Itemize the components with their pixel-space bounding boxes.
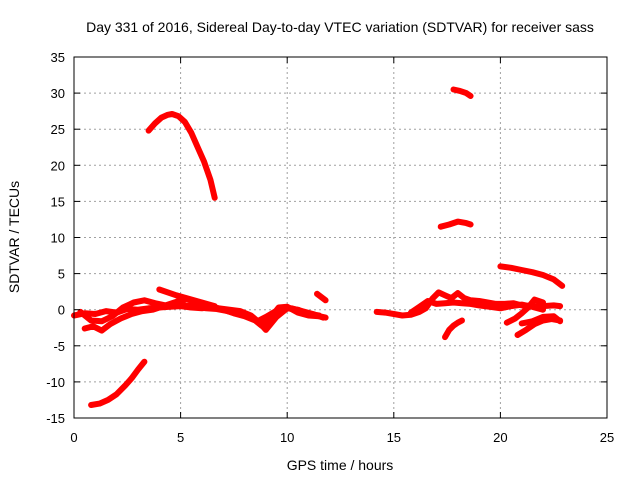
x-tick-label: 0	[70, 430, 77, 445]
x-tick-label: 15	[387, 430, 401, 445]
x-axis-label: GPS time / hours	[287, 457, 394, 473]
y-tick-label: 20	[51, 158, 65, 173]
grid	[74, 57, 607, 418]
y-tick-label: 15	[51, 194, 65, 209]
series-arc-15	[437, 218, 474, 230]
y-tick-label: -10	[46, 375, 65, 390]
x-tick-label: 10	[280, 430, 294, 445]
y-axis-label: SDTVAR / TECUs	[6, 181, 22, 293]
y-tick-label: 10	[51, 231, 65, 246]
series-arc-3	[81, 301, 327, 334]
series-arc-6	[88, 358, 148, 408]
y-tick-label: 25	[51, 122, 65, 137]
series-arc-11	[503, 296, 546, 326]
y-tick-label: 30	[51, 86, 65, 101]
series-arc-4	[156, 286, 218, 310]
y-tick-label: -15	[46, 411, 65, 426]
y-tick-label: -5	[53, 339, 65, 354]
series-group	[71, 86, 566, 408]
series-arc-14	[497, 263, 566, 289]
x-tick-label: 25	[600, 430, 614, 445]
y-tick-label: 35	[51, 50, 65, 65]
series-arc-7	[314, 290, 329, 304]
y-tick-label: 5	[58, 267, 65, 282]
series-arc-10	[442, 317, 465, 341]
x-tick-label: 20	[493, 430, 507, 445]
series-arc-16	[450, 86, 474, 99]
series-arc-5	[145, 111, 218, 201]
chart-title: Day 331 of 2016, Sidereal Day-to-day VTE…	[86, 19, 594, 35]
x-tick-label: 5	[177, 430, 184, 445]
y-tick-label: 0	[58, 303, 65, 318]
series-arc-9	[407, 298, 546, 316]
series-arc-13	[518, 313, 564, 327]
axes: 0 5 10 15 20 25 -15 -10 -5 0 5 10 15 20 25 30 35	[46, 50, 614, 445]
